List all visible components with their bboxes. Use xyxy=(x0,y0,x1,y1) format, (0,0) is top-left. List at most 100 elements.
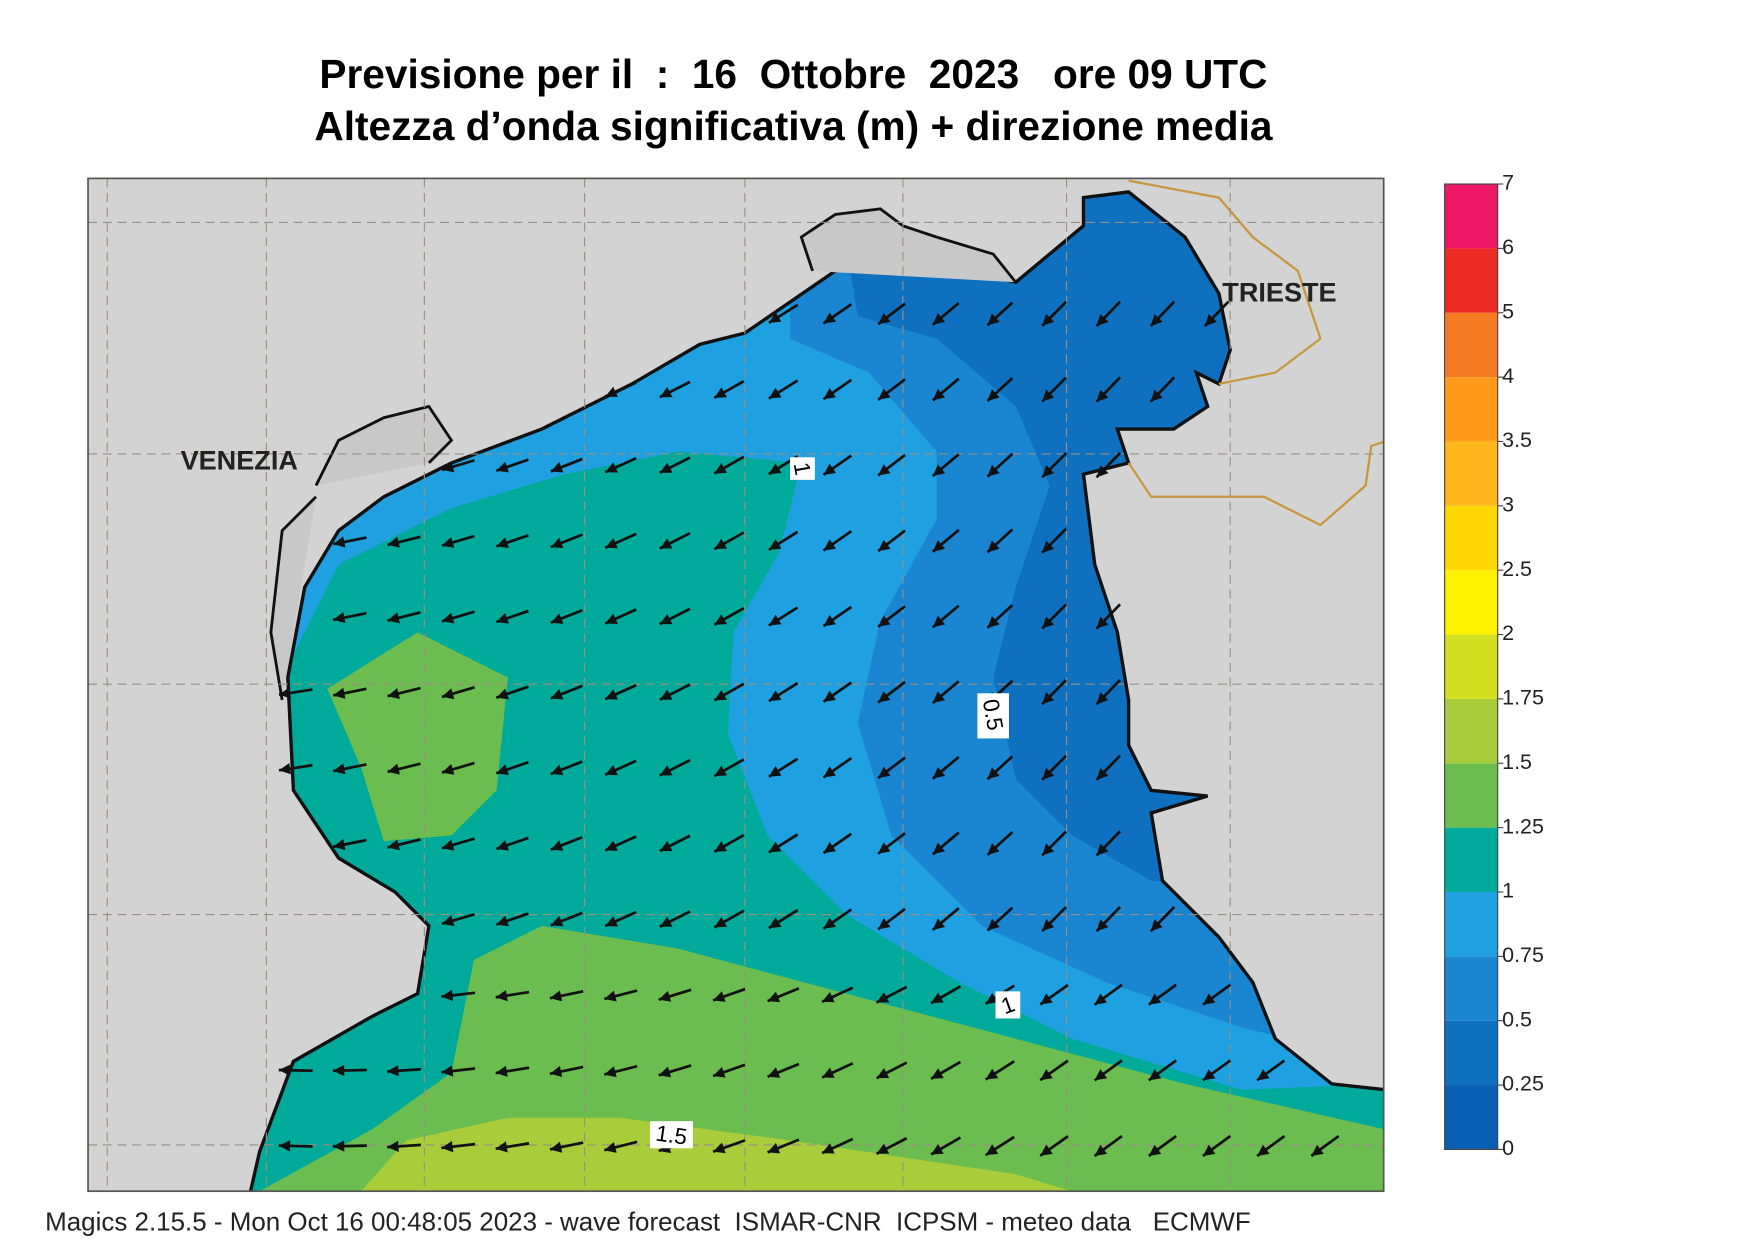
coastline xyxy=(248,190,1384,1192)
arrow-head xyxy=(1096,314,1109,327)
zone xyxy=(361,1117,1073,1192)
arrow-head xyxy=(1040,1144,1053,1156)
arrow-head xyxy=(550,613,564,624)
arrow-head xyxy=(659,689,673,700)
arrow-head xyxy=(605,840,618,851)
arrow-head xyxy=(1202,1069,1216,1081)
colorbar-segment xyxy=(1444,441,1498,506)
arrow-head xyxy=(987,389,1000,401)
arrow-head xyxy=(278,687,291,699)
arrow-head xyxy=(1257,1144,1270,1156)
arrow-head xyxy=(768,690,782,702)
arrow-head xyxy=(823,766,837,778)
colorbar-tick-label: 7 xyxy=(1502,171,1514,195)
arrow-head xyxy=(496,461,509,473)
arrow-head xyxy=(768,312,782,323)
colorbar-tick-label: 1.5 xyxy=(1502,750,1532,774)
colorbar-segment xyxy=(1444,956,1498,1021)
contour-label: 1.5 xyxy=(650,1121,693,1150)
arrow-head xyxy=(441,839,455,851)
arrow-head xyxy=(658,1066,672,1078)
arrow-head xyxy=(1096,465,1109,478)
arrow-head xyxy=(659,765,673,776)
colorbar-tick-label: 0.25 xyxy=(1502,1072,1544,1096)
arrow-head xyxy=(1042,313,1055,326)
arrow-head xyxy=(878,691,891,703)
arrow-head xyxy=(495,1065,508,1077)
arrow-head xyxy=(549,1065,563,1078)
arrow-head xyxy=(987,918,1000,931)
arrow-head xyxy=(823,388,837,400)
arrow-head xyxy=(550,764,564,776)
arrow-head xyxy=(822,1067,835,1078)
arrow-head xyxy=(1096,767,1109,780)
arrow-head xyxy=(387,688,400,699)
arrow-head xyxy=(931,992,944,1004)
arrow-head xyxy=(768,463,782,475)
arrow-head xyxy=(1202,993,1216,1005)
colorbar-segment xyxy=(1444,312,1498,378)
arrow-head xyxy=(878,312,891,325)
arrow-head xyxy=(441,537,455,548)
arrow-head xyxy=(714,387,727,398)
arrow-head xyxy=(987,616,1000,628)
colorbar-segment xyxy=(1444,248,1498,313)
arrow-head xyxy=(932,842,946,855)
arrow-head xyxy=(387,763,400,775)
arrow-head xyxy=(550,688,564,700)
arrow-head xyxy=(931,1143,944,1155)
title: Previsione per il : 16 Ottobre 2023 ore … xyxy=(319,51,1267,97)
arrow-head xyxy=(605,916,618,927)
arrow-head xyxy=(932,540,946,552)
arrow-head xyxy=(714,916,727,928)
colorbar-frame xyxy=(1444,183,1499,1150)
colorbar-tick-label: 6 xyxy=(1502,235,1514,259)
arrow-head xyxy=(1042,465,1055,478)
arrow-head xyxy=(605,538,618,549)
arrow-head xyxy=(496,537,509,549)
arrow-head xyxy=(768,765,782,777)
arrow-head xyxy=(387,1065,399,1077)
arrow-head xyxy=(605,689,618,700)
arrow-head xyxy=(441,1141,454,1153)
arrow-head xyxy=(822,991,835,1003)
arrow-head xyxy=(1150,389,1163,402)
contour-label: 1 xyxy=(995,991,1021,1019)
arrow-head xyxy=(1150,314,1163,327)
colorbar: 0 0.25 0.5 0.75 1 1.25 1.5 1.75 2 2.5 3 3.5 4 5 6 7 xyxy=(1444,171,1544,1160)
arrow-head xyxy=(768,917,782,929)
arrow-head xyxy=(822,1143,835,1154)
arrow-head xyxy=(387,536,400,548)
arrow-head xyxy=(495,1141,508,1153)
contour-label-text: 1 xyxy=(789,460,816,477)
arrow-head xyxy=(659,916,673,927)
arrow-head xyxy=(987,843,1000,855)
arrow-head xyxy=(823,615,837,627)
arrow-head xyxy=(1148,1144,1162,1156)
footer: Magics 2.15.5 - Mon Oct 16 00:48:05 2023… xyxy=(45,1207,1251,1237)
arrow-head xyxy=(1042,540,1055,553)
arrow-head xyxy=(1042,389,1055,402)
arrow-head xyxy=(931,1068,944,1079)
arrow-head xyxy=(605,386,618,398)
colorbar-segment xyxy=(1444,1020,1498,1086)
colorbar-segment xyxy=(1444,763,1498,828)
border xyxy=(1127,179,1384,527)
wave-direction-arrows xyxy=(278,300,1340,1158)
arrow-head xyxy=(1042,919,1055,932)
arrow-head xyxy=(549,1141,563,1153)
map-frame xyxy=(87,177,1385,1193)
arrow-head xyxy=(605,462,618,473)
arrow-head xyxy=(278,1140,291,1152)
arrow-head xyxy=(441,461,455,473)
arrow-head xyxy=(713,1142,726,1154)
colorbar-tick-label: 3 xyxy=(1502,492,1514,516)
arrow-head xyxy=(550,537,564,549)
arrow-head xyxy=(549,990,563,1002)
colorbar-segment xyxy=(1444,570,1498,635)
arrow-head xyxy=(876,1143,890,1154)
arrow-head xyxy=(878,539,891,552)
arrow-head xyxy=(441,989,454,1001)
arrow-head xyxy=(604,1141,617,1153)
